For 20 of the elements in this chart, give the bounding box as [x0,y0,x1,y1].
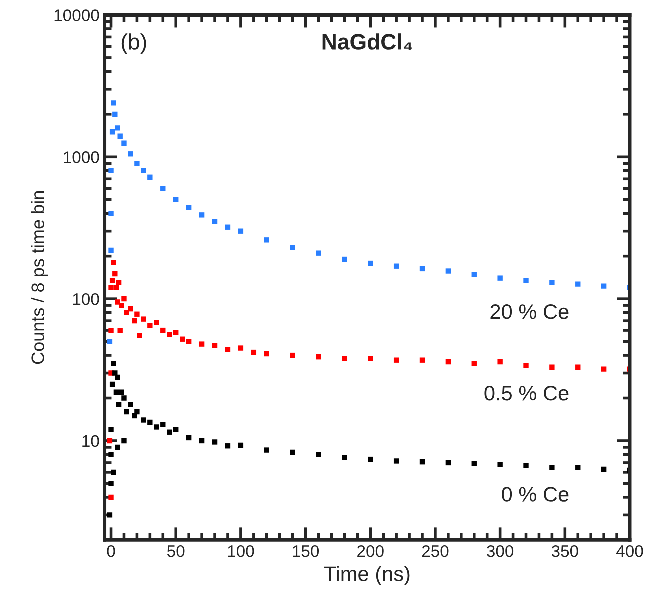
annotation: (b) [122,34,146,54]
x-axis-title: Time (ns) [324,566,410,586]
series-label: 20 % Ce [490,304,569,320]
y-tick-label: 1000 [64,152,100,164]
x-tick-label: 150 [293,545,320,558]
x-tick-label: 50 [168,545,185,558]
x-tick-label: 300 [487,545,514,558]
x-tick-label: 350 [552,545,578,558]
x-tick-label: 100 [228,545,254,558]
series-label: 0.5 % Ce [484,386,569,401]
x-tick-label: 400 [616,545,644,558]
y-tick-label: 10 [82,435,100,448]
x-tick-label: 250 [422,545,449,558]
y-axis-title: Counts / 8 ps time bin [31,192,48,364]
text: NaGdCl₄ [322,34,412,50]
x-tick-label: 0 [107,545,116,558]
series-label: 0 % Ce [502,487,569,502]
y-tick-label: 10000 [54,10,100,22]
x-tick-label: 200 [358,545,384,558]
y-tick-label: 100 [73,293,100,306]
